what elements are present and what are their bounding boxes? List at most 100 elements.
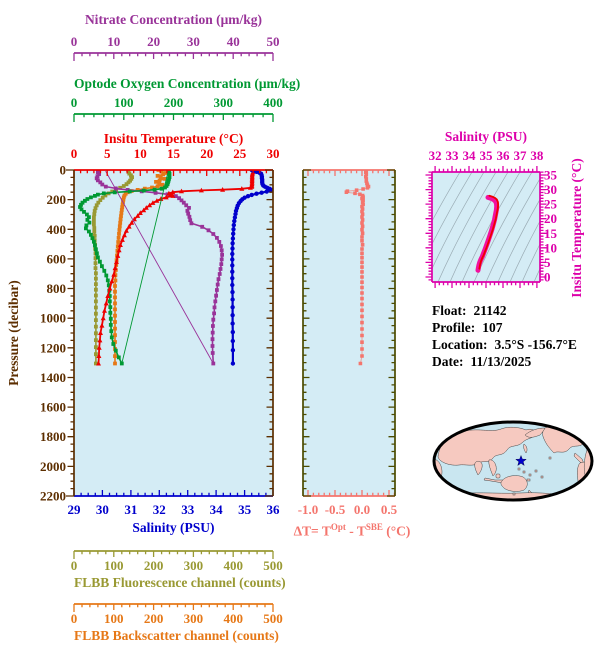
svg-text:5: 5 (104, 146, 111, 161)
float-id-label: Float: (432, 303, 467, 318)
delta-t-axis-title: ΔT= TOpt - TSBE (°C) (284, 520, 420, 539)
svg-text:10: 10 (544, 240, 557, 255)
svg-text:0: 0 (60, 163, 67, 178)
svg-text:20: 20 (147, 34, 160, 49)
map-borneo (495, 473, 501, 479)
fluorescence-axis-title: FLBB Fluorescence channel (counts) (74, 575, 286, 590)
svg-text:34: 34 (463, 148, 477, 163)
svg-text:20: 20 (544, 211, 557, 226)
svg-text:500: 500 (263, 558, 283, 573)
svg-text:400: 400 (263, 95, 283, 110)
map-australia (500, 475, 528, 492)
location-value: 3.5°S -156.7°E (494, 337, 577, 352)
svg-text:0: 0 (71, 611, 78, 626)
svg-text:400: 400 (223, 558, 243, 573)
svg-text:40: 40 (227, 34, 240, 49)
location-row: Location: 3.5°S -156.7°E (432, 336, 577, 353)
delta-t-sup-sbe: SBE (365, 522, 383, 532)
float-location-star (515, 454, 527, 466)
svg-text:36: 36 (267, 502, 281, 517)
svg-text:300: 300 (184, 558, 204, 573)
svg-text:32: 32 (153, 502, 166, 517)
svg-text:15: 15 (167, 146, 181, 161)
date-row: Date: 11/13/2025 (432, 353, 577, 370)
svg-text:0: 0 (544, 270, 551, 285)
float-id-row: Float: 21142 (432, 302, 577, 319)
svg-text:25: 25 (544, 197, 558, 212)
map-eurasia (437, 426, 538, 466)
svg-text:29: 29 (68, 502, 82, 517)
float-id-value: 21142 (473, 303, 507, 318)
svg-text:20: 20 (200, 146, 213, 161)
svg-text:200: 200 (164, 95, 184, 110)
float-info-block: Float: 21142 Profile: 107 Location: 3.5°S -… (432, 302, 577, 370)
svg-text:1200: 1200 (40, 340, 66, 355)
svg-text:35: 35 (238, 502, 252, 517)
svg-text:100: 100 (114, 95, 134, 110)
svg-text:1000: 1000 (40, 311, 66, 326)
svg-text:10: 10 (107, 34, 120, 49)
map-outline (432, 420, 594, 502)
svg-text:1600: 1600 (40, 400, 66, 415)
svg-text:2000: 2000 (40, 459, 66, 474)
svg-text:33: 33 (181, 502, 195, 517)
svg-text:38: 38 (530, 148, 544, 163)
pressure-axis-title: Pressure (decibar) (6, 280, 21, 386)
map-pacific-islands (512, 456, 552, 496)
temperature-axis-title: Insitu Temperature (°C) (103, 131, 244, 146)
svg-text:10: 10 (134, 146, 147, 161)
svg-text:800: 800 (47, 281, 67, 296)
svg-text:34: 34 (210, 502, 224, 517)
profile-label: Profile: (432, 320, 476, 335)
svg-text:30: 30 (187, 34, 200, 49)
svg-text:35: 35 (480, 148, 494, 163)
svg-text:30: 30 (267, 146, 280, 161)
svg-text:2200: 2200 (40, 489, 66, 504)
svg-text:0: 0 (71, 146, 78, 161)
svg-text:37: 37 (514, 148, 528, 163)
ts-salinity-axis-title: Salinity (PSU) (444, 129, 528, 144)
svg-text:100: 100 (104, 558, 124, 573)
svg-text:15: 15 (544, 226, 558, 241)
svg-text:-0.5: -0.5 (325, 502, 346, 517)
svg-text:0: 0 (71, 34, 78, 49)
svg-text:200: 200 (47, 192, 67, 207)
backscatter-axis-title: FLBB Backscatter channel (counts) (74, 628, 279, 643)
svg-text:100: 100 (104, 611, 124, 626)
map-alaska (524, 427, 546, 438)
svg-text:200: 200 (144, 558, 164, 573)
svg-text:400: 400 (47, 222, 67, 237)
map-greenland (571, 423, 587, 430)
svg-text:500: 500 (263, 611, 283, 626)
profile-row: Profile: 107 (432, 319, 577, 336)
svg-text:5: 5 (544, 255, 551, 270)
svg-text:32: 32 (429, 148, 442, 163)
nitrate-axis-title: Nitrate Concentration (μm/kg) (84, 12, 263, 27)
svg-text:50: 50 (267, 34, 280, 49)
svg-text:0: 0 (71, 95, 78, 110)
svg-text:1800: 1800 (40, 429, 66, 444)
svg-text:36: 36 (497, 148, 511, 163)
location-label: Location: (432, 337, 488, 352)
profile-value: 107 (482, 320, 503, 335)
delta-t-title-part: ΔT= T (293, 523, 331, 539)
svg-text:1400: 1400 (40, 370, 66, 385)
svg-text:0.0: 0.0 (354, 502, 370, 517)
map-india (474, 460, 483, 476)
world-map (432, 420, 594, 502)
ts-temperature-axis-title: Insitu Temperature (°C) (569, 158, 584, 298)
svg-text:0: 0 (71, 558, 78, 573)
svg-text:33: 33 (446, 148, 460, 163)
svg-text:30: 30 (544, 182, 557, 197)
date-label: Date: (432, 354, 464, 369)
map-indochina (488, 459, 497, 477)
delta-t-title-part: - T (345, 523, 366, 539)
svg-text:200: 200 (144, 611, 164, 626)
delta-t-title-part: (°C) (382, 523, 411, 539)
svg-text:600: 600 (47, 251, 67, 266)
salinity-axis-title: Salinity (PSU) (132, 520, 215, 535)
svg-text:30: 30 (96, 502, 109, 517)
svg-text:0.5: 0.5 (381, 502, 398, 517)
